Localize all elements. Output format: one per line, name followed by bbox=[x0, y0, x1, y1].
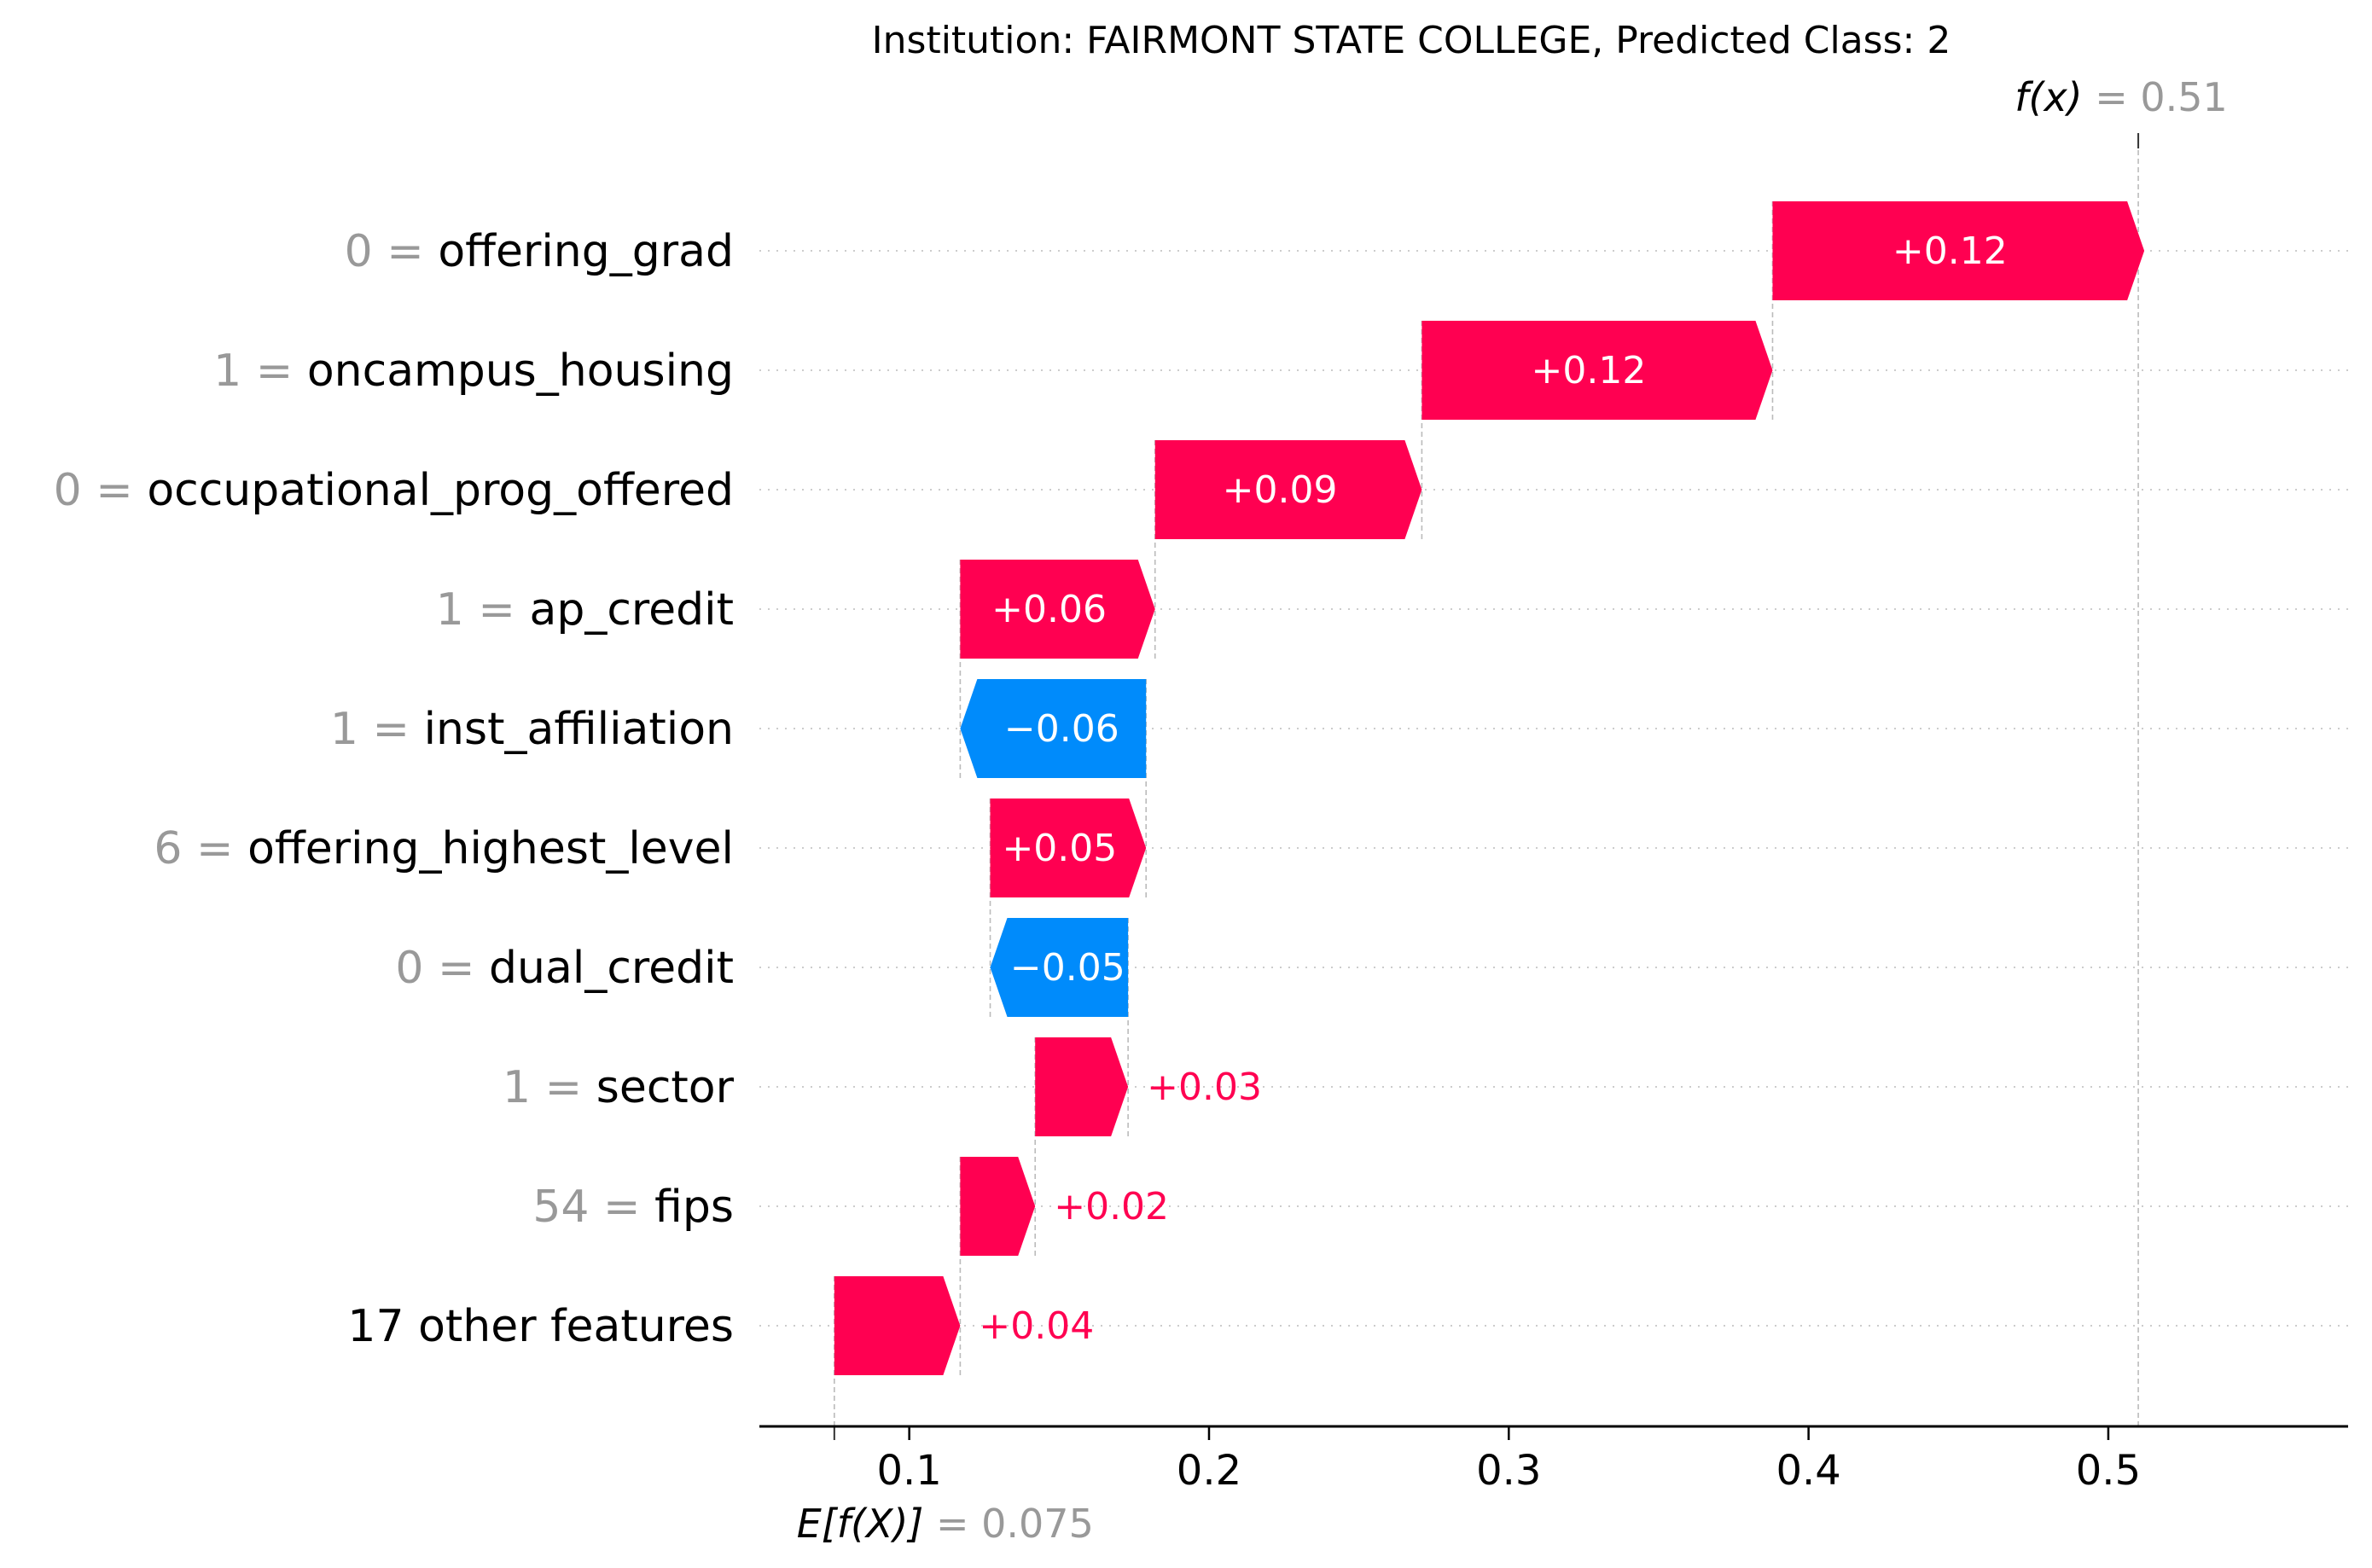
feature-name: offering_grad bbox=[438, 226, 734, 277]
chart-title: Institution: FAIRMONT STATE COLLEGE, Pre… bbox=[872, 19, 1951, 62]
bar-value-label: +0.05 bbox=[1002, 827, 1117, 870]
bar-dual_credit bbox=[990, 918, 1129, 1017]
feature-value: 0 = bbox=[54, 465, 148, 516]
x-axis: 0.1 0.2 0.3 0.4 0.5 bbox=[759, 1425, 2348, 1495]
feature-label: 6 = offering_highest_level bbox=[154, 823, 734, 874]
base-value-prefix: E[f(X)] bbox=[797, 1501, 936, 1547]
bar-value-label: +0.09 bbox=[1223, 468, 1338, 512]
feature-value: 54 = bbox=[532, 1182, 654, 1233]
feature-value: 1 = bbox=[330, 704, 424, 755]
base-value-number: = 0.075 bbox=[936, 1501, 1094, 1547]
x-tick-label: 0.4 bbox=[1776, 1447, 1840, 1495]
bar-value-label: +0.12 bbox=[1532, 349, 1647, 392]
bar-17-other-features bbox=[834, 1276, 961, 1375]
feature-label: 1 = sector bbox=[503, 1062, 735, 1113]
output-value-label: f(x) = 0.51 bbox=[2014, 74, 2228, 120]
feature-labels: 0 = offering_grad 1 = oncampus_housing 0 =… bbox=[54, 226, 735, 1352]
feature-name: dual_credit bbox=[489, 943, 734, 994]
base-value-label: E[f(X)] = 0.075 bbox=[797, 1501, 1094, 1547]
bar-fips bbox=[960, 1157, 1036, 1256]
feature-name: offering_highest_level bbox=[247, 823, 734, 874]
feature-label: 1 = oncampus_housing bbox=[213, 346, 734, 397]
feature-label: 17 other features bbox=[347, 1301, 734, 1352]
bar-value-label: −0.05 bbox=[1010, 946, 1125, 990]
output-value-number: = 0.51 bbox=[2095, 74, 2228, 120]
feature-name: occupational_prog_offered bbox=[147, 465, 734, 516]
bar-oncampus_housing bbox=[1421, 321, 1773, 420]
bar-offering_highest_level bbox=[990, 799, 1147, 897]
bar-value-label: +0.12 bbox=[1892, 229, 2008, 273]
feature-name: fips bbox=[654, 1182, 734, 1233]
bar-offering_grad bbox=[1772, 201, 2145, 300]
feature-value: 1 = bbox=[436, 584, 530, 636]
feature-name: inst_affiliation bbox=[424, 704, 734, 755]
feature-value: 0 = bbox=[345, 226, 439, 277]
feature-name: sector bbox=[596, 1062, 735, 1113]
output-value-prefix: f(x) bbox=[2014, 74, 2095, 120]
bar-value-label: +0.06 bbox=[991, 588, 1107, 631]
bar-sector bbox=[1035, 1037, 1129, 1136]
feature-value: 1 = bbox=[213, 346, 307, 397]
feature-value: 6 = bbox=[154, 823, 247, 874]
x-tick-label: 0.3 bbox=[1476, 1447, 1541, 1495]
feature-value: 1 = bbox=[503, 1062, 596, 1113]
feature-name: 17 other features bbox=[347, 1301, 734, 1352]
x-tick-label: 0.1 bbox=[876, 1447, 941, 1495]
feature-label: 0 = offering_grad bbox=[345, 226, 734, 277]
bar-occupational_prog_offered bbox=[1154, 440, 1422, 539]
feature-label: 1 = inst_affiliation bbox=[330, 704, 734, 755]
feature-value: 0 = bbox=[395, 943, 489, 994]
bar-inst_affiliation bbox=[960, 679, 1147, 778]
bar-value-label: +0.02 bbox=[1054, 1185, 1169, 1228]
feature-label: 0 = dual_credit bbox=[395, 943, 734, 994]
bar-value-label: +0.03 bbox=[1147, 1066, 1262, 1109]
output-value-text: f(x) = 0.51 bbox=[2014, 74, 2228, 120]
feature-label: 0 = occupational_prog_offered bbox=[54, 465, 734, 516]
x-tick-label: 0.5 bbox=[2076, 1447, 2141, 1495]
bar-value-label: +0.04 bbox=[979, 1304, 1094, 1348]
feature-label: 1 = ap_credit bbox=[436, 584, 734, 636]
feature-name: ap_credit bbox=[529, 584, 734, 636]
feature-label: 54 = fips bbox=[532, 1182, 734, 1233]
base-value-text: E[f(X)] = 0.075 bbox=[797, 1501, 1094, 1547]
feature-name: oncampus_housing bbox=[307, 346, 734, 397]
bar-ap_credit bbox=[960, 560, 1155, 659]
bar-value-label: −0.06 bbox=[1004, 707, 1119, 751]
contribution-bars: +0.12 +0.12 +0.09 +0.06 −0.06 +0.05 −0.05 +0.03… bbox=[834, 201, 2145, 1375]
x-tick-label: 0.2 bbox=[1177, 1447, 1241, 1495]
